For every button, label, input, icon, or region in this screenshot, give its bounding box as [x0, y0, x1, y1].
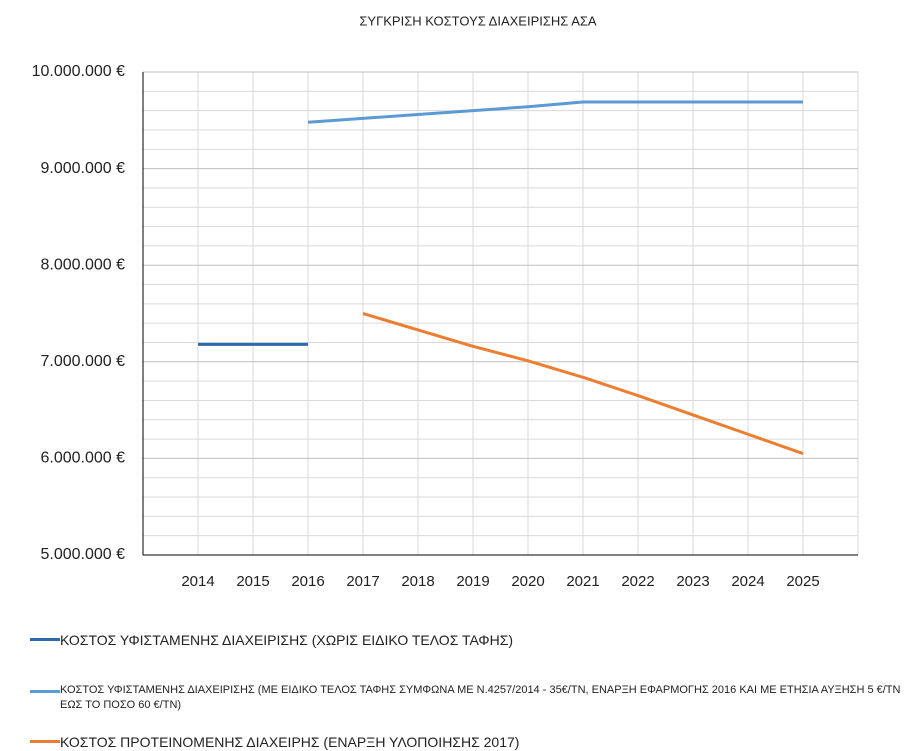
x-tick-label: 2022: [621, 573, 654, 590]
chart: ΣΥΓΚΡΙΣΗ ΚΟΣΤΟΥΣ ΔΙΑΧΕΙΡΙΣΗΣ ΑΣΑ 5.000.0…: [32, 13, 859, 590]
x-tick-label: 2023: [676, 573, 709, 590]
y-tick-label: 10.000.000 €: [32, 63, 126, 80]
y-tick-label: 7.000.000 €: [40, 353, 125, 370]
x-tick-label: 2024: [731, 573, 764, 590]
x-tick-label: 2016: [291, 573, 324, 590]
x-tick-label: 2019: [456, 573, 489, 590]
x-tick-label: 2018: [401, 573, 434, 590]
legend-swatch: [30, 740, 60, 743]
x-tick-label: 2020: [511, 573, 544, 590]
legend-label: ΚΟΣΤΟΣ ΥΦΙΣΤΑΜΕΝΗΣ ΔΙΑΧΕΙΡΙΣΗΣ (ΜΕ ΕΙΔΙΚ…: [60, 684, 901, 711]
legend-label: ΚΟΣΤΟΣ ΠΡΟΤΕΙΝΟΜΕΝΗΣ ΔΙΑΧΕΙΡΗΣ (ΕΝΑΡΞΗ Υ…: [60, 734, 520, 750]
y-tick-label: 9.000.000 €: [40, 160, 125, 177]
x-tick-label: 2017: [346, 573, 379, 590]
x-tick-label: 2021: [566, 573, 599, 590]
series-line: [307, 100, 803, 124]
legend-item: ΚΟΣΤΟΣ ΠΡΟΤΕΙΝΟΜΕΝΗΣ ΔΙΑΧΕΙΡΗΣ (ΕΝΑΡΞΗ Υ…: [30, 733, 910, 751]
x-tick-label: 2014: [181, 573, 214, 590]
x-tick-label: 2015: [236, 573, 269, 590]
y-tick-label: 5.000.000 €: [40, 546, 125, 563]
y-tick-label: 8.000.000 €: [40, 256, 125, 273]
y-tick-label: 6.000.000 €: [40, 450, 125, 467]
series-line: [362, 312, 804, 455]
x-tick-label: 2025: [786, 573, 819, 590]
legend-swatch: [30, 690, 60, 693]
legend-item: ΚΟΣΤΟΣ ΥΦΙΣΤΑΜΕΝΗΣ ΔΙΑΧΕΙΡΙΣΗΣ (ΜΕ ΕΙΔΙΚ…: [30, 683, 910, 713]
chart-title: ΣΥΓΚΡΙΣΗ ΚΟΣΤΟΥΣ ΔΙΑΧΕΙΡΙΣΗΣ ΑΣΑ: [359, 13, 597, 28]
legend-item: ΚΟΣΤΟΣ ΥΦΙΣΤΑΜΕΝΗΣ ΔΙΑΧΕΙΡΙΣΗΣ (ΧΩΡΙΣ ΕΙ…: [30, 631, 910, 649]
legend-label: ΚΟΣΤΟΣ ΥΦΙΣΤΑΜΕΝΗΣ ΔΙΑΧΕΙΡΙΣΗΣ (ΧΩΡΙΣ ΕΙ…: [60, 632, 514, 648]
legend-swatch: [30, 638, 60, 641]
